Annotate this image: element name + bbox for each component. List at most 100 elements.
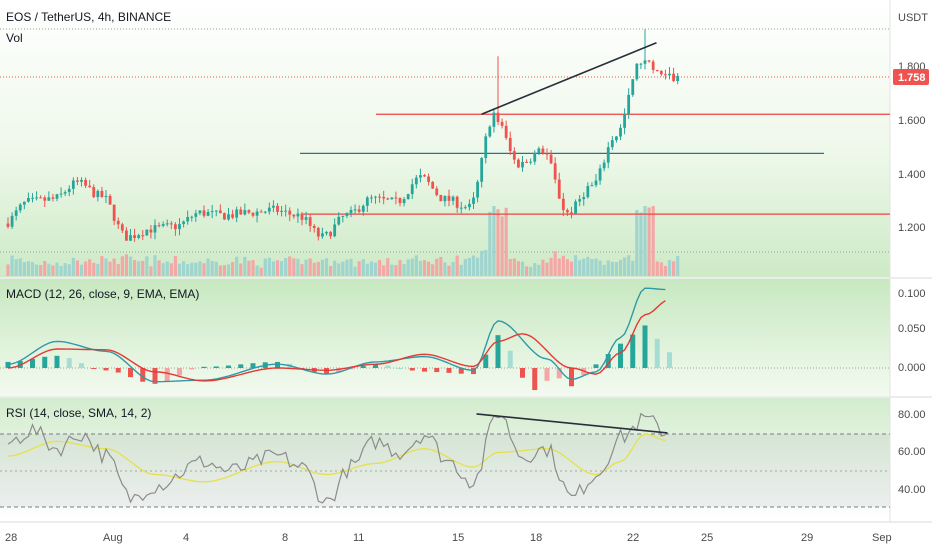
candle-body	[459, 207, 463, 209]
volume-bar	[557, 258, 561, 276]
histogram-bar	[152, 368, 158, 384]
candle-body	[178, 224, 181, 230]
volume-bar	[345, 259, 349, 276]
candle-body	[67, 188, 71, 193]
volume-bar	[635, 210, 639, 276]
candle-body	[651, 61, 655, 70]
volume-bar	[500, 216, 504, 276]
price-tick: 1.200	[898, 222, 926, 234]
histogram-bar	[495, 335, 501, 368]
histogram-bar	[446, 368, 452, 373]
time-tick: 22	[627, 532, 639, 544]
candle-body	[71, 180, 75, 189]
volume-bar	[406, 259, 410, 276]
candle-body	[104, 195, 108, 198]
time-tick: 29	[801, 532, 813, 544]
volume-bar	[435, 258, 439, 276]
candle-body	[210, 211, 214, 213]
volume-bar	[288, 256, 292, 276]
histogram-bar	[79, 363, 84, 368]
candle-body	[296, 213, 300, 217]
volume-bar	[622, 257, 627, 276]
candle-body	[541, 148, 545, 154]
volume-bar	[663, 265, 668, 276]
volume-bar	[398, 260, 402, 276]
candle-body	[517, 159, 520, 168]
volume-bar	[390, 264, 394, 276]
candle-body	[533, 152, 537, 162]
candle-body	[141, 235, 145, 237]
candle-body	[463, 207, 467, 209]
candle-body	[59, 193, 63, 195]
rsi-label: RSI (14, close, SMA, 14, 2)	[6, 406, 151, 420]
volume-bar	[512, 258, 516, 276]
volume-bar	[230, 261, 235, 276]
candle-body	[47, 197, 51, 201]
candle-body	[22, 201, 26, 205]
volume-bar	[594, 258, 598, 276]
candle-body	[655, 69, 659, 71]
candle-body	[31, 197, 34, 199]
candle-body	[610, 140, 614, 148]
volume-bar	[545, 262, 549, 276]
candle-body	[480, 158, 484, 182]
volume-bar	[341, 261, 345, 276]
volume-bar	[222, 265, 227, 276]
volume-bar	[30, 262, 35, 276]
volume-bar	[418, 260, 423, 276]
volume-bar	[357, 261, 361, 276]
histogram-bar	[667, 352, 672, 368]
volume-bar	[333, 260, 337, 276]
candle-body	[108, 195, 112, 205]
price-trendline[interactable]	[481, 41, 657, 115]
candle-body	[615, 136, 618, 141]
histogram-bar	[324, 368, 329, 375]
macd-line	[7, 287, 666, 383]
volume-bar	[647, 207, 651, 276]
histogram-bar	[605, 354, 611, 368]
volume-bar	[153, 255, 157, 276]
candle-body	[557, 179, 561, 199]
histogram-bar	[42, 356, 48, 368]
candle-body	[231, 214, 234, 218]
volume-bar	[349, 258, 353, 276]
volume-bar	[533, 263, 537, 276]
volume-bar	[639, 212, 643, 276]
candle-body	[627, 94, 631, 115]
volume-bar	[471, 255, 476, 276]
volume-bar	[26, 261, 31, 276]
horizontal-levels[interactable]	[300, 113, 890, 215]
candle-body	[263, 211, 267, 213]
volume-bar	[361, 259, 365, 276]
candle-body	[639, 63, 643, 65]
candle-body	[414, 177, 418, 185]
volume-bar	[226, 264, 231, 276]
candle-body	[410, 184, 414, 195]
time-tick: 8	[282, 532, 288, 544]
candle-body	[80, 179, 83, 182]
candle-body	[476, 181, 479, 198]
candle-body	[439, 195, 443, 202]
candle-body	[370, 197, 373, 199]
volume-bar	[247, 260, 251, 276]
histogram-bar	[532, 368, 538, 391]
rsi-trendline[interactable]	[476, 413, 668, 434]
volume-bar	[157, 260, 161, 276]
current-price-value: 1.758	[898, 72, 926, 84]
candle-body	[484, 136, 488, 159]
histogram-bar	[397, 368, 403, 369]
volume-bar	[96, 263, 100, 276]
candle-body	[239, 209, 243, 215]
histogram-bar	[103, 368, 109, 371]
volume-bar	[463, 258, 467, 276]
volume-bar	[590, 258, 594, 276]
histogram-bar	[115, 368, 121, 373]
candle-body	[39, 197, 43, 199]
signal-line	[7, 300, 666, 382]
volume-bar	[475, 257, 480, 276]
volume-bar	[541, 259, 545, 276]
volume-bar	[537, 264, 541, 276]
volume-bar	[324, 258, 329, 276]
candle-body	[120, 224, 124, 231]
volume-bar	[569, 261, 574, 276]
